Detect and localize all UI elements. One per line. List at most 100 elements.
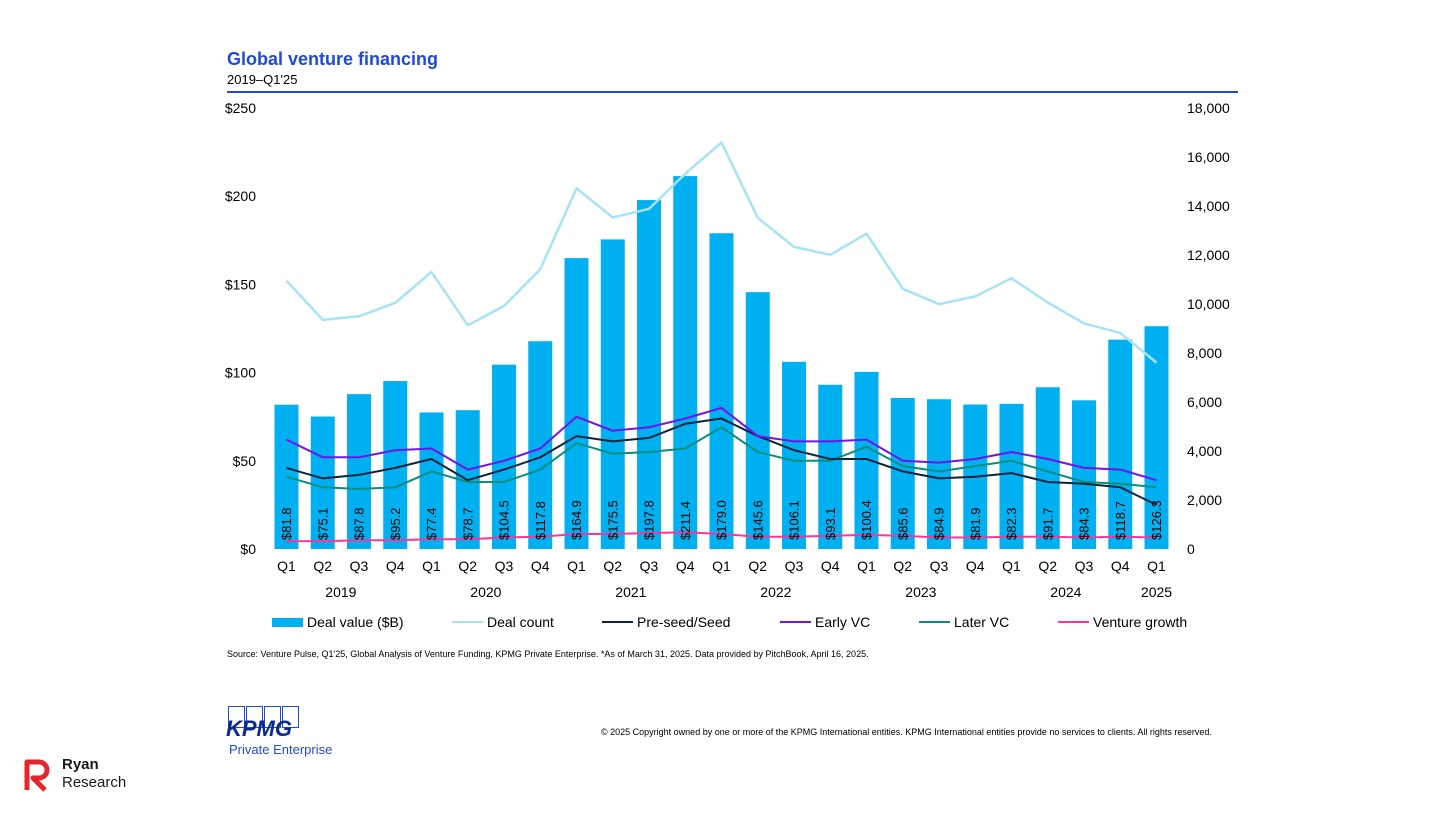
bar-data-label: $126.3 [1149,500,1164,540]
bar-data-label: $81.8 [279,507,294,540]
bar-data-label: $145.6 [750,500,765,540]
x-quarter-label: Q4 [966,558,985,574]
bar-data-label: $75.1 [315,507,330,540]
legend-swatch-venture-growth [1058,621,1089,623]
legend-item-pre-seed: Pre-seed/Seed [602,614,730,630]
kpmg-logo: KPMG Private Enterprise [226,706,336,758]
bar-data-label: $93.1 [823,507,838,540]
x-quarter-label: Q3 [930,558,949,574]
legend-swatch-early-vc [780,621,811,623]
y-right-tick-label: 18,000 [1187,100,1230,116]
bar-data-label: $175.5 [605,500,620,540]
x-year-label: 2023 [905,584,936,600]
x-quarter-label: Q2 [603,558,622,574]
bar-data-label: $91.7 [1040,507,1055,540]
bar-data-label: $95.2 [388,507,403,540]
legend-label-deal-count: Deal count [487,614,554,630]
x-quarter-label: Q1 [1147,558,1166,574]
bar-data-label: $100.4 [859,500,874,540]
y-right-tick-label: 0 [1187,541,1195,557]
x-quarter-label: Q1 [1002,558,1021,574]
x-quarter-label: Q2 [1038,558,1057,574]
bar-data-label: $106.1 [787,500,802,540]
x-year-label: 2022 [760,584,791,600]
y-right-tick-label: 6,000 [1187,394,1222,410]
bar-data-label: $211.4 [678,501,693,540]
legend-item-venture-growth: Venture growth [1058,614,1187,630]
y-right-tick-label: 12,000 [1187,247,1230,263]
legend-swatch-pre-seed [602,621,633,623]
x-quarter-label: Q3 [785,558,804,574]
legend-label-pre-seed: Pre-seed/Seed [637,614,730,630]
bar-data-label: $197.8 [642,500,657,540]
x-quarter-label: Q1 [712,558,731,574]
copyright-note: © 2025 Copyright owned by one or more of… [601,727,1212,737]
x-quarter-label: Q1 [277,558,296,574]
x-quarter-label: Q3 [640,558,659,574]
y-right-tick-label: 10,000 [1187,296,1230,312]
ryan-r-icon [24,758,52,792]
bar-data-label: $87.8 [352,507,367,540]
x-year-label: 2021 [615,584,646,600]
y-right-tick-label: 2,000 [1187,492,1222,508]
bar-data-label: $81.9 [968,507,983,540]
legend-label-venture-growth: Venture growth [1093,614,1187,630]
x-year-label: 2019 [325,584,356,600]
bar-data-label: $84.3 [1077,507,1092,540]
ryan-line2: Research [62,774,126,792]
bar-data-label: $104.5 [497,500,512,540]
bar-data-label: $77.4 [424,507,439,540]
legend-label-deal-value: Deal value ($B) [307,614,404,630]
y-right-tick-label: 8,000 [1187,345,1222,361]
x-quarter-label: Q4 [386,558,405,574]
bar-data-label: $179.0 [714,500,729,540]
legend-swatch-deal-count [452,621,483,623]
ryan-research-name: Ryan Research [62,756,126,792]
chart-legend: Deal value ($B) Deal count Pre-seed/Seed… [272,614,1212,632]
y-left-tick-label: $200 [225,188,256,204]
legend-label-later-vc: Later VC [954,614,1009,630]
x-year-label: 2024 [1050,584,1081,600]
x-year-label: 2025 [1141,584,1172,600]
bar-data-label: $118.7 [1113,501,1128,540]
x-year-label: 2020 [470,584,501,600]
legend-item-later-vc: Later VC [919,614,1009,630]
y-left-tick-label: $250 [225,100,256,116]
x-quarter-label: Q4 [676,558,695,574]
y-left-tick-label: $0 [240,541,256,557]
bar-deal-value [637,200,661,549]
y-right-tick-label: 4,000 [1187,443,1222,459]
x-quarter-label: Q4 [531,558,550,574]
x-quarter-label: Q3 [495,558,514,574]
x-quarter-label: Q4 [821,558,840,574]
legend-item-deal-value: Deal value ($B) [272,614,404,630]
kpmg-wordmark: KPMG [226,716,292,742]
x-quarter-label: Q2 [748,558,767,574]
y-left-tick-label: $150 [225,276,256,292]
y-left-tick-label: $100 [225,365,256,381]
bar-data-label: $117.8 [533,501,548,540]
legend-item-early-vc: Early VC [780,614,870,630]
x-quarter-label: Q2 [893,558,912,574]
y-left-tick-label: $50 [233,453,257,469]
source-note: Source: Venture Pulse, Q1'25, Global Ana… [227,649,869,659]
x-quarter-label: Q4 [1111,558,1130,574]
bar-data-label: $84.9 [932,507,947,540]
bar-deal-value [673,176,697,549]
legend-item-deal-count: Deal count [452,614,554,630]
bar-data-label: $78.7 [460,507,475,540]
bar-data-label: $164.9 [569,500,584,540]
ryan-research-logo: Ryan Research [24,756,164,796]
y-right-tick-label: 16,000 [1187,149,1230,165]
x-quarter-label: Q1 [567,558,586,574]
ryan-line1: Ryan [62,756,126,774]
kpmg-subtitle: Private Enterprise [229,742,332,757]
bar-data-label: $82.3 [1004,507,1019,540]
x-quarter-label: Q2 [458,558,477,574]
legend-label-early-vc: Early VC [815,614,870,630]
legend-swatch-later-vc [919,621,950,623]
venture-financing-chart: $0 $50 $100 $150 $200 $250 0 2,000 4,000 6,000 8,0… [0,0,1456,612]
x-quarter-label: Q2 [313,558,332,574]
x-quarter-label: Q3 [350,558,369,574]
y-right-tick-label: 14,000 [1187,198,1230,214]
